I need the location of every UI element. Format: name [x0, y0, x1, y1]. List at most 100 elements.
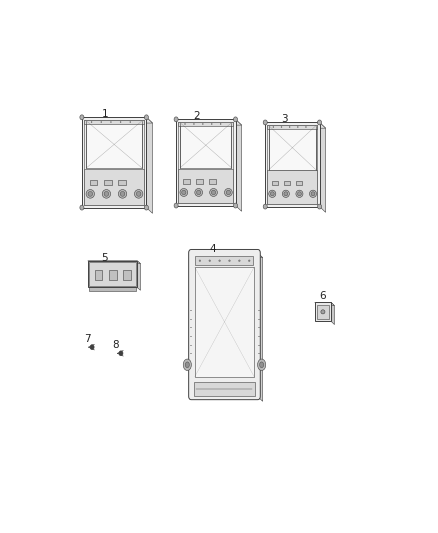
Bar — [178, 122, 233, 203]
Ellipse shape — [318, 204, 321, 209]
Text: 5: 5 — [102, 253, 108, 263]
Ellipse shape — [119, 351, 123, 356]
Ellipse shape — [321, 310, 325, 314]
Ellipse shape — [258, 359, 266, 370]
Bar — [267, 125, 318, 204]
Ellipse shape — [185, 362, 189, 368]
Bar — [178, 122, 233, 126]
Bar — [196, 179, 203, 184]
Bar — [178, 168, 233, 203]
Polygon shape — [319, 123, 325, 212]
Bar — [176, 119, 236, 206]
Ellipse shape — [219, 260, 220, 262]
Ellipse shape — [104, 191, 109, 196]
Polygon shape — [137, 261, 141, 290]
Ellipse shape — [110, 122, 112, 123]
Ellipse shape — [284, 192, 288, 196]
Ellipse shape — [225, 189, 232, 197]
Ellipse shape — [233, 203, 237, 208]
Ellipse shape — [263, 204, 267, 209]
Polygon shape — [88, 261, 141, 264]
Ellipse shape — [220, 123, 221, 125]
Bar — [195, 256, 254, 265]
Text: 8: 8 — [112, 340, 119, 350]
Bar — [95, 270, 102, 280]
Bar — [118, 180, 126, 184]
Polygon shape — [315, 302, 335, 306]
Ellipse shape — [183, 359, 191, 370]
Ellipse shape — [180, 189, 188, 197]
Ellipse shape — [80, 115, 84, 120]
Polygon shape — [265, 123, 325, 128]
Ellipse shape — [273, 126, 274, 127]
Ellipse shape — [184, 123, 186, 125]
Polygon shape — [146, 117, 152, 213]
Ellipse shape — [195, 189, 202, 197]
Bar — [269, 126, 316, 169]
Bar — [104, 180, 112, 184]
Ellipse shape — [174, 203, 178, 208]
Ellipse shape — [130, 122, 131, 123]
Ellipse shape — [209, 260, 211, 262]
Ellipse shape — [91, 122, 92, 123]
Ellipse shape — [88, 191, 92, 196]
Ellipse shape — [239, 260, 240, 262]
Bar — [195, 267, 254, 377]
Polygon shape — [236, 119, 242, 211]
Text: 3: 3 — [281, 114, 287, 124]
Bar — [109, 270, 117, 280]
Bar — [267, 125, 318, 129]
Ellipse shape — [120, 191, 125, 196]
Bar — [272, 181, 278, 185]
Ellipse shape — [145, 115, 148, 120]
Ellipse shape — [199, 260, 201, 262]
Text: 7: 7 — [84, 334, 90, 344]
Ellipse shape — [193, 123, 194, 125]
Ellipse shape — [269, 190, 276, 197]
Ellipse shape — [233, 117, 237, 122]
Ellipse shape — [197, 190, 201, 195]
Bar — [183, 179, 191, 184]
Ellipse shape — [202, 123, 204, 125]
Ellipse shape — [281, 126, 282, 127]
Bar — [84, 120, 145, 205]
Bar — [90, 180, 97, 184]
Bar — [86, 121, 142, 168]
Text: 2: 2 — [193, 111, 200, 122]
Bar — [265, 123, 320, 207]
Ellipse shape — [145, 205, 148, 210]
Ellipse shape — [270, 192, 274, 196]
Bar — [123, 270, 131, 280]
Bar — [194, 382, 255, 397]
Bar — [317, 305, 329, 319]
Ellipse shape — [118, 190, 127, 198]
Bar — [296, 181, 302, 185]
Ellipse shape — [311, 192, 315, 196]
Polygon shape — [331, 302, 335, 325]
Ellipse shape — [211, 123, 212, 125]
Ellipse shape — [90, 345, 94, 350]
Ellipse shape — [102, 190, 111, 198]
Ellipse shape — [260, 362, 264, 368]
Bar — [89, 287, 136, 290]
Ellipse shape — [210, 189, 217, 197]
Ellipse shape — [318, 120, 321, 125]
Ellipse shape — [296, 190, 303, 197]
Ellipse shape — [297, 126, 298, 127]
Text: 1: 1 — [102, 109, 108, 119]
Ellipse shape — [212, 190, 215, 195]
Polygon shape — [191, 253, 263, 257]
Bar — [180, 123, 231, 168]
Ellipse shape — [120, 122, 121, 123]
Bar — [209, 179, 216, 184]
Ellipse shape — [80, 205, 84, 210]
Bar — [84, 120, 145, 124]
Ellipse shape — [263, 120, 267, 125]
Ellipse shape — [310, 190, 317, 197]
Ellipse shape — [289, 126, 290, 127]
Text: 6: 6 — [320, 291, 326, 301]
Ellipse shape — [86, 190, 95, 198]
Ellipse shape — [283, 190, 290, 197]
FancyBboxPatch shape — [189, 249, 260, 400]
Text: 4: 4 — [209, 245, 216, 254]
